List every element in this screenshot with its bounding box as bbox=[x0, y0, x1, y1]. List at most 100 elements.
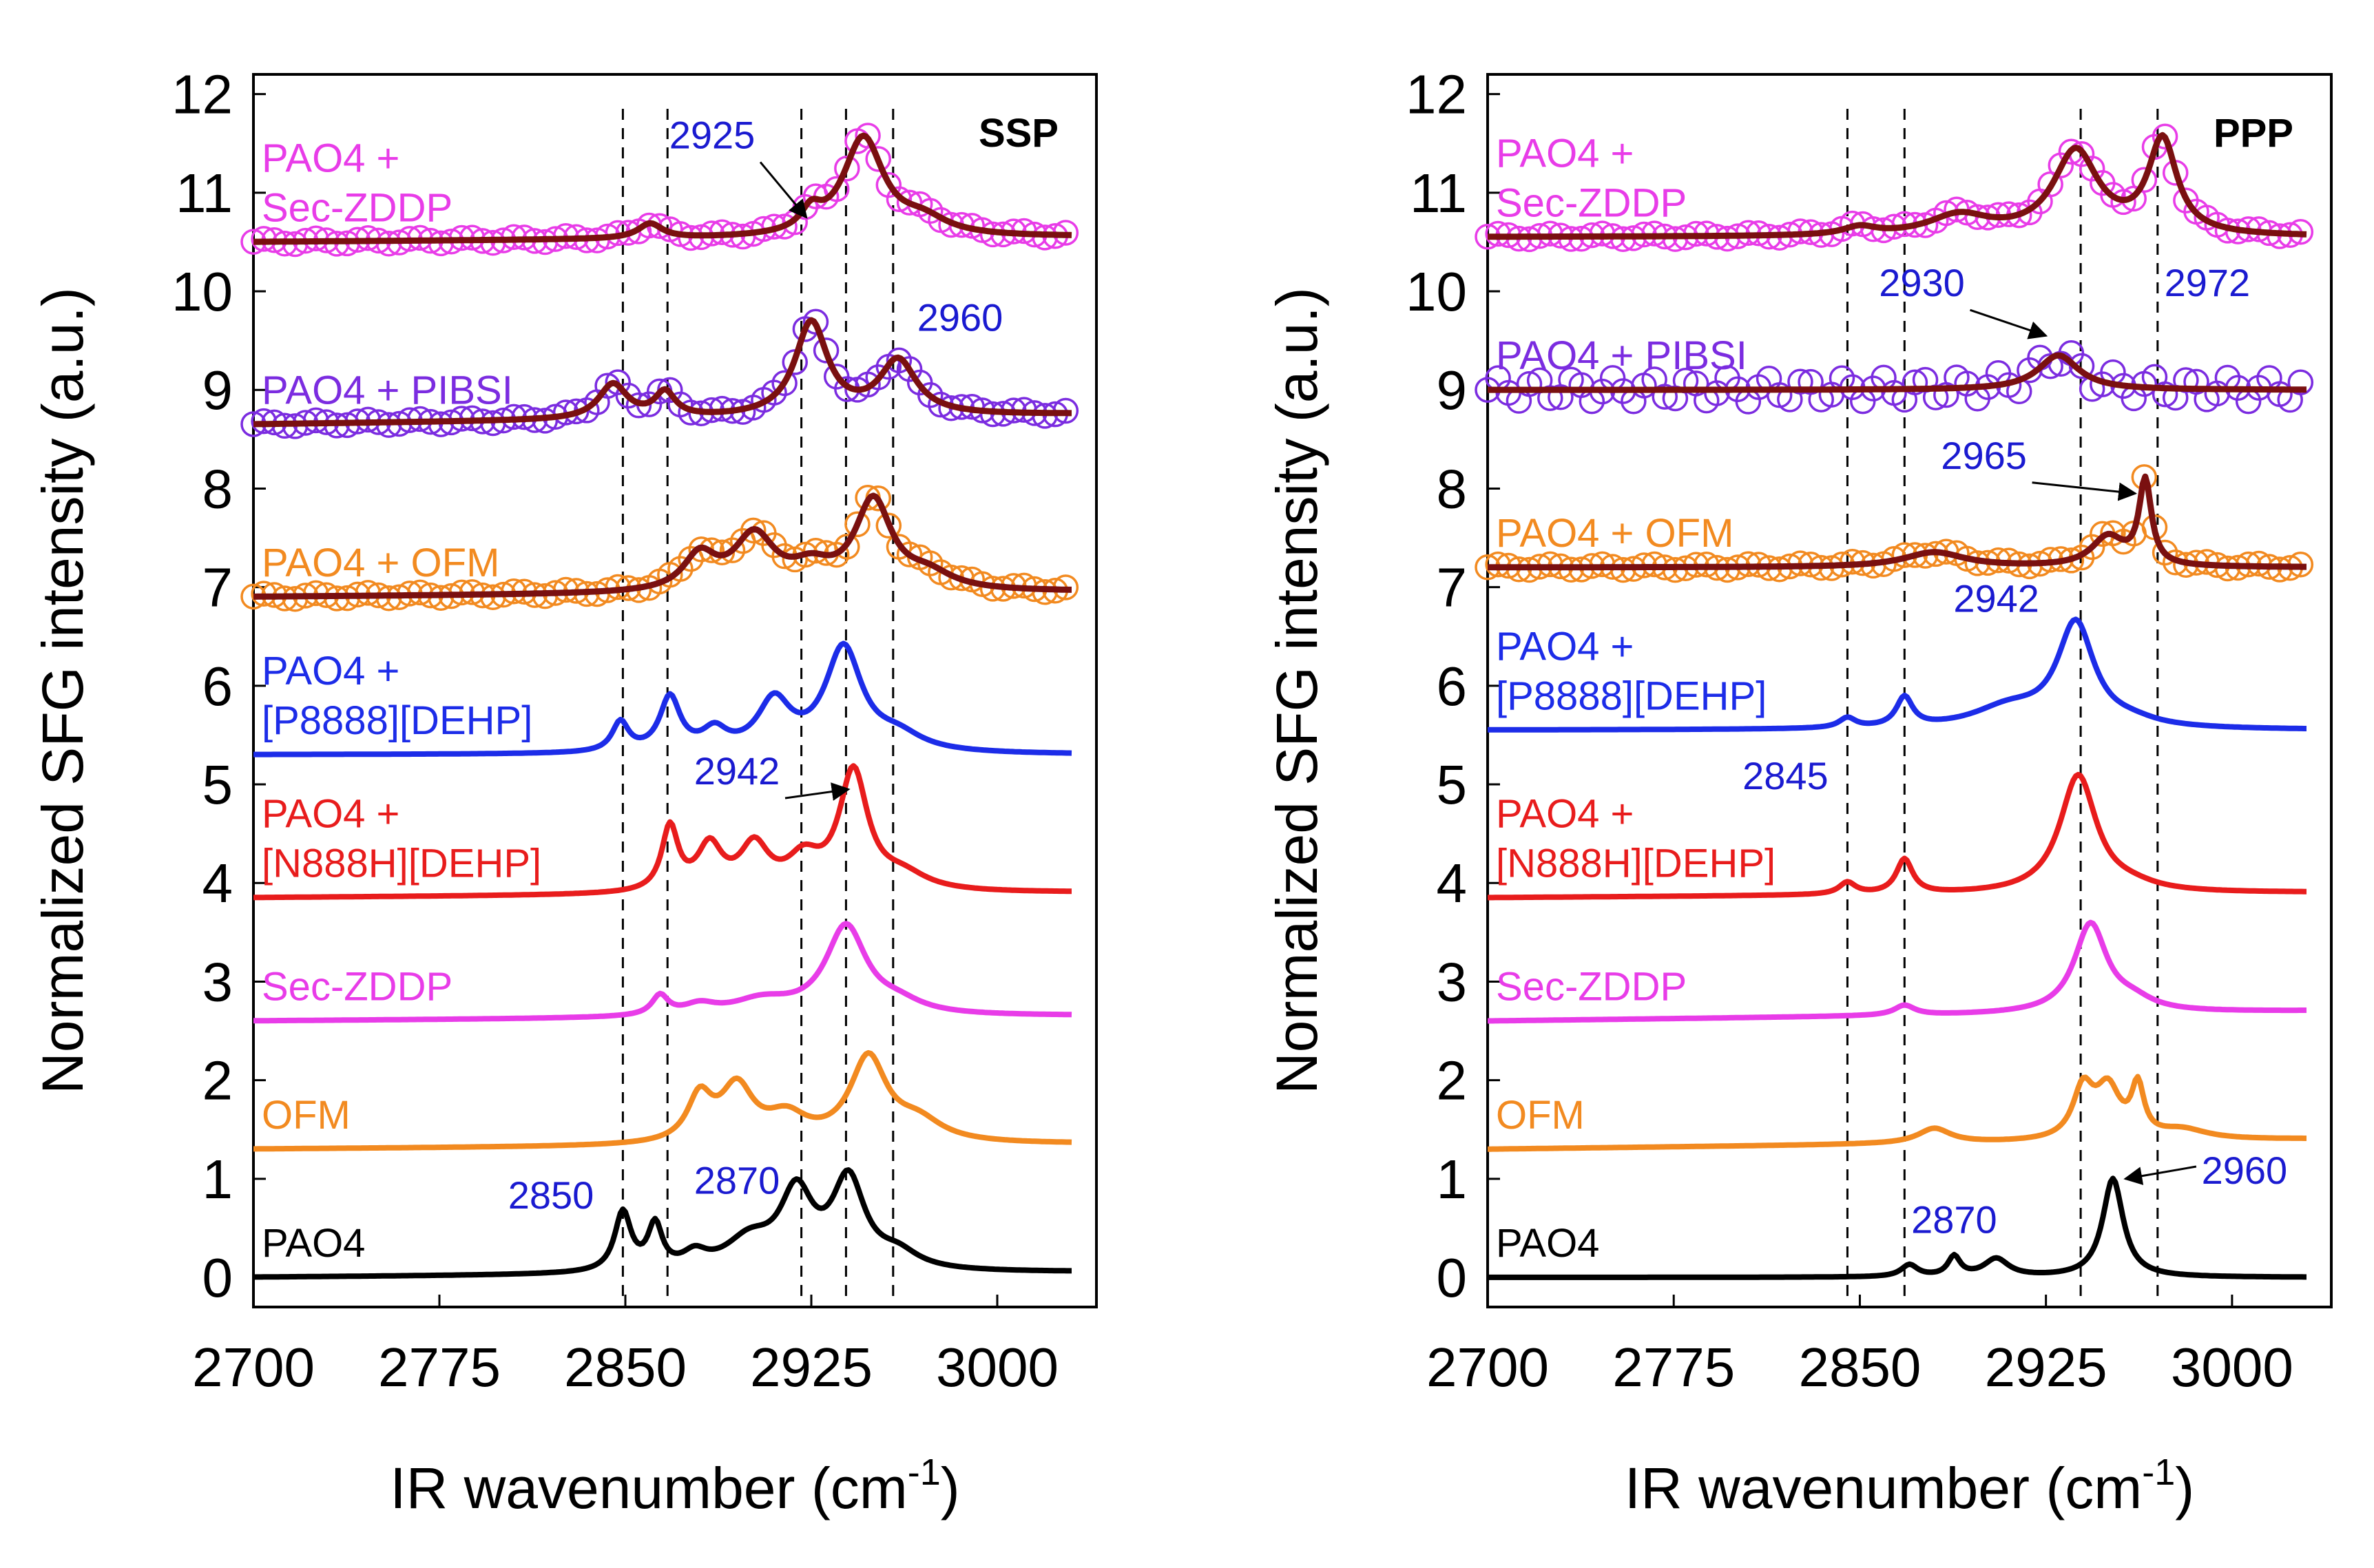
series-label: Sec-ZDDP bbox=[1496, 180, 1687, 225]
fit-line bbox=[253, 317, 1072, 428]
data-point bbox=[886, 186, 913, 213]
data-point bbox=[823, 176, 850, 202]
annotation-arrow bbox=[2123, 1165, 2197, 1185]
data-point bbox=[2152, 123, 2178, 149]
annotation-arrow bbox=[1970, 309, 2048, 339]
series-label: PAO4 bbox=[1496, 1221, 1599, 1266]
series-label: Sec-ZDDP bbox=[262, 185, 452, 230]
series-line bbox=[1487, 919, 2307, 1024]
series-line bbox=[1487, 1175, 2307, 1280]
y-tick-label: 3 bbox=[202, 951, 233, 1012]
y-tick-label: 10 bbox=[171, 261, 233, 322]
x-tick-label: 2925 bbox=[750, 1337, 873, 1398]
data-point bbox=[2152, 381, 2178, 408]
x-axis-title: IR wavenumber (cm-1) bbox=[1625, 1452, 2195, 1520]
series-label: OFM bbox=[1496, 1093, 1585, 1138]
series-line bbox=[253, 1049, 1072, 1152]
series-pao4-p8888-dehp-: PAO4 +[P8888][DEHP] bbox=[253, 640, 1072, 757]
x-tick-label: 3000 bbox=[2171, 1337, 2293, 1398]
y-tick-label: 7 bbox=[1437, 557, 1468, 618]
series-label: PAO4 + PIBSI bbox=[1496, 333, 1747, 378]
peak-annotation: 2930 bbox=[1879, 261, 1965, 304]
x-tick-label: 2700 bbox=[192, 1337, 315, 1398]
series-label: PAO4 + bbox=[1496, 624, 1634, 669]
y-tick-label: 3 bbox=[1437, 951, 1468, 1012]
series-pao4-sec-zddp: PAO4 +Sec-ZDDP bbox=[1475, 123, 2314, 253]
data-point bbox=[1652, 384, 1678, 410]
data-point bbox=[625, 392, 652, 419]
y-tick-label: 6 bbox=[1437, 656, 1468, 717]
y-tick-label: 8 bbox=[202, 458, 233, 519]
series-label: PAO4 + bbox=[1496, 792, 1634, 837]
series-pao4-n888h-dehp-: PAO4 + [N888H][DEHP] bbox=[253, 763, 1072, 901]
panel-title: PPP bbox=[2214, 111, 2293, 156]
series-pao4-p8888-dehp-: PAO4 +[P8888][DEHP] bbox=[1487, 616, 2307, 733]
peak-annotation: 2972 bbox=[2165, 261, 2251, 304]
x-tick-label: 2925 bbox=[1985, 1337, 2107, 1398]
y-tick-label: 5 bbox=[202, 754, 233, 815]
plot-frame bbox=[252, 73, 1098, 1308]
y-tick-label: 5 bbox=[1437, 754, 1468, 815]
series-label: [P8888][DEHP] bbox=[1496, 673, 1767, 718]
y-tick-label: 12 bbox=[1406, 64, 1467, 125]
fit-line bbox=[1487, 352, 2307, 393]
peak-annotation: 2870 bbox=[1911, 1198, 1997, 1242]
data-point bbox=[865, 146, 891, 172]
peak-annotation: 2942 bbox=[694, 749, 780, 793]
x-axis-title-superscript: -1 bbox=[908, 1452, 941, 1493]
data-point bbox=[1902, 369, 1928, 396]
x-axis-title-close: ) bbox=[2175, 1456, 2194, 1520]
series-line bbox=[1487, 771, 2307, 901]
peak-annotation: 2942 bbox=[1953, 576, 2039, 620]
data-point bbox=[2131, 167, 2158, 194]
y-tick-label: 7 bbox=[202, 557, 233, 618]
y-tick-label: 11 bbox=[1410, 163, 1467, 224]
series-label: OFM bbox=[262, 1093, 351, 1138]
series-label: PAO4 + bbox=[262, 136, 399, 180]
series-label: PAO4 + bbox=[1496, 131, 1634, 176]
series-line bbox=[253, 640, 1072, 757]
annotation-arrow bbox=[2032, 481, 2138, 501]
y-tick-label: 9 bbox=[202, 359, 233, 421]
y-tick-label: 1 bbox=[202, 1149, 233, 1210]
y-tick-label: 11 bbox=[176, 163, 233, 224]
x-axis-title: IR wavenumber (cm-1) bbox=[390, 1452, 960, 1520]
x-tick-label: 2700 bbox=[1426, 1337, 1549, 1398]
series-label: PAO4 + OFM bbox=[262, 541, 499, 585]
series-label: Sec-ZDDP bbox=[1496, 965, 1687, 1010]
peak-annotation: 2870 bbox=[694, 1158, 780, 1202]
x-tick-label: 3000 bbox=[936, 1337, 1059, 1398]
data-point bbox=[1537, 385, 1563, 411]
series-line bbox=[1487, 1074, 2307, 1152]
series-pao4-sec-zddp: PAO4 + Sec-ZDDP bbox=[240, 123, 1079, 258]
series-sec-zddp: Sec-ZDDP bbox=[1487, 919, 2307, 1024]
series-label: [P8888][DEHP] bbox=[262, 698, 532, 743]
series-ofm: OFM bbox=[253, 1049, 1072, 1152]
y-tick-label: 12 bbox=[171, 64, 233, 125]
x-tick-label: 2775 bbox=[1612, 1337, 1735, 1398]
data-point bbox=[844, 511, 871, 538]
data-point bbox=[802, 309, 829, 335]
series-label: PAO4 + OFM bbox=[1496, 511, 1733, 556]
data-point bbox=[834, 534, 860, 560]
series-label: PAO4 + PIBSI bbox=[262, 368, 513, 412]
y-axis-title: Normalized SFG intensity (a.u.) bbox=[1264, 287, 1329, 1094]
series-label: PAO4 + bbox=[262, 792, 399, 837]
y-tick-label: 2 bbox=[202, 1050, 233, 1111]
series-pao4-n888h-dehp-: PAO4 + [N888H][DEHP] bbox=[1487, 771, 2307, 901]
data-point bbox=[2068, 353, 2095, 379]
series-pao4-pibsi: PAO4 + PIBSI bbox=[240, 309, 1079, 439]
x-axis-title-close: ) bbox=[941, 1456, 960, 1520]
series-label: Sec-ZDDP bbox=[262, 965, 452, 1010]
data-point bbox=[771, 370, 798, 397]
peak-annotation: 2850 bbox=[508, 1173, 594, 1217]
plot-frame bbox=[1486, 73, 2333, 1308]
fit-line bbox=[253, 492, 1072, 600]
data-point bbox=[855, 123, 881, 149]
y-tick-label: 0 bbox=[1437, 1247, 1468, 1308]
series-label: [N888H][DEHP] bbox=[1496, 842, 1776, 886]
series-ofm: OFM bbox=[1487, 1074, 2307, 1152]
series-sec-zddp: Sec-ZDDP bbox=[253, 921, 1072, 1024]
data-point bbox=[834, 155, 860, 182]
